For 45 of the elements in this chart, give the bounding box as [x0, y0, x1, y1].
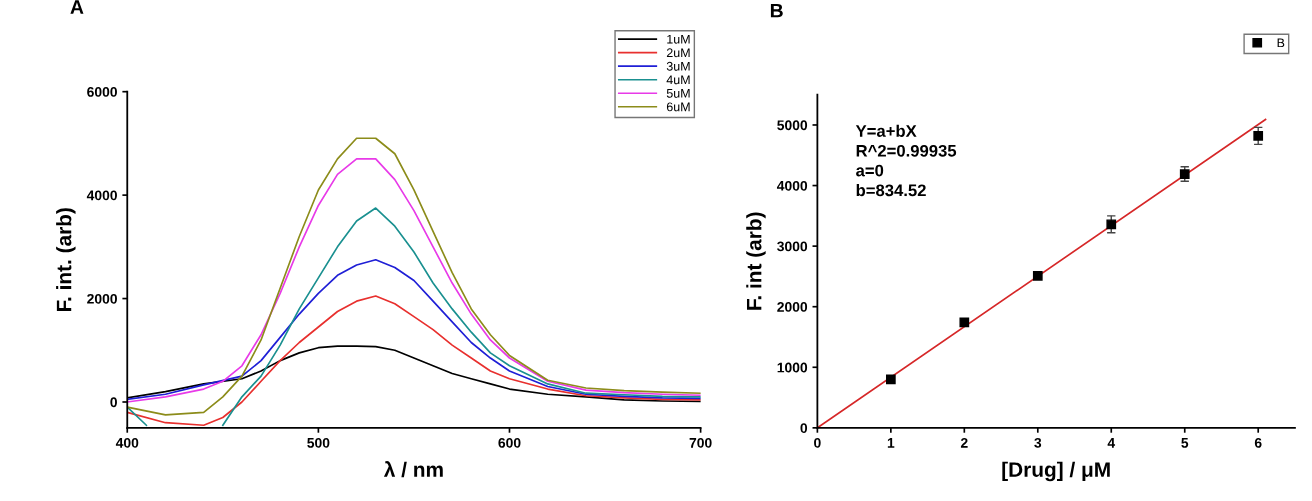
y-tick-label: 1000: [777, 362, 808, 373]
y-axis-title: F. int (arb): [746, 212, 766, 310]
x-tick-label: 500: [307, 437, 330, 448]
x-tick-label: 5: [1181, 438, 1189, 448]
x-tick-label: 6: [1254, 437, 1262, 448]
x-tick-label: 3: [1034, 437, 1042, 448]
legend-label: 2uM: [666, 48, 690, 58]
x-tick-label: 1: [887, 438, 895, 448]
line-series: [127, 258, 701, 401]
y-tick-label: 4000: [776, 180, 808, 191]
legend-label: 4uM: [666, 75, 690, 85]
point: [1032, 270, 1043, 281]
legend-label: B: [1277, 38, 1285, 48]
y-tick-label: 5000: [777, 120, 808, 131]
x-tick-label: 600: [498, 437, 521, 448]
legend-label: 6uM: [666, 102, 690, 112]
point: [885, 374, 896, 385]
legend-label: 3uM: [666, 61, 690, 71]
annotation: Y=a+bX: [855, 124, 917, 137]
point: [959, 317, 970, 328]
x-tick-label: 4: [1107, 438, 1116, 448]
y-tick-label: 4000: [86, 190, 117, 201]
y-tick-label: 3000: [777, 241, 808, 252]
annotation: b=834.52: [856, 183, 926, 197]
y-tick-label: 0: [110, 397, 117, 408]
point: [1253, 131, 1264, 141]
x-tick-label: 2: [960, 437, 968, 448]
point: [1106, 219, 1117, 230]
text: B: [770, 3, 783, 18]
x-axis-title: λ / nm: [383, 461, 443, 478]
legend-label: 1uM: [667, 34, 690, 44]
y-axis-title: F. int. (arb): [56, 208, 76, 312]
text: A: [70, 0, 84, 14]
annotation: R^2=0.99935: [856, 144, 957, 157]
y-tick-label: 0: [800, 423, 808, 434]
x-axis-title: [Drug] / μM: [1002, 461, 1110, 482]
y-tick-label: 6000: [87, 87, 117, 97]
legend-label: 5uM: [666, 89, 690, 98]
y-tick-label: 2000: [87, 293, 117, 304]
x-tick-label: 0: [814, 437, 821, 448]
y-tick-label: 2000: [777, 302, 808, 312]
x-tick-label: 400: [115, 437, 139, 448]
point: [1179, 169, 1190, 179]
x-tick-label: 700: [689, 437, 712, 448]
annotation: a=0: [856, 164, 884, 177]
